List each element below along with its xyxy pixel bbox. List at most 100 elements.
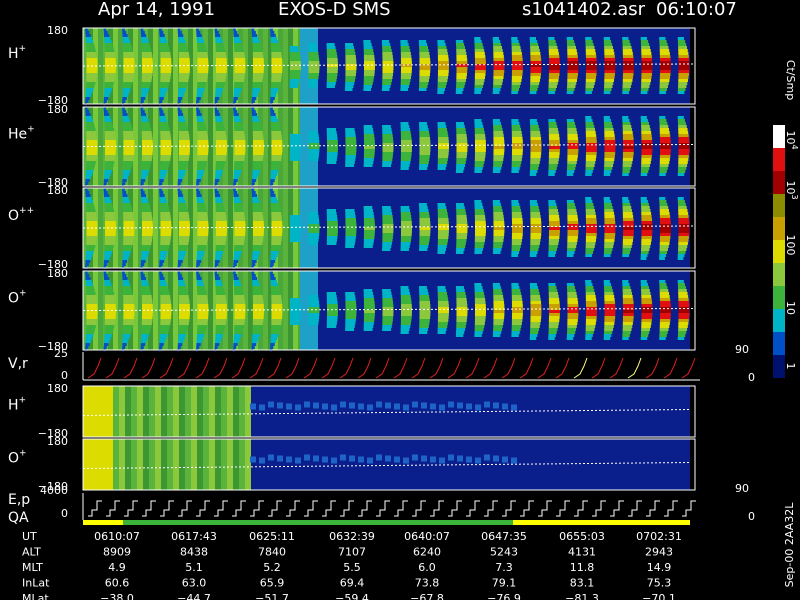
spectrogram-cell <box>474 122 483 125</box>
spectrogram-cell <box>85 113 91 116</box>
spectrogram-cell <box>511 331 520 334</box>
spectrogram-cell <box>640 286 649 289</box>
spectrogram-cell <box>197 236 208 239</box>
spectrogram-cell <box>252 167 261 170</box>
spectrogram-cell <box>197 85 206 88</box>
spectrogram-cell <box>640 203 649 206</box>
spectrogram-cell <box>604 64 616 67</box>
spectrogram-cell <box>86 298 97 301</box>
spectrogram-cell <box>155 439 161 490</box>
spectrogram-cell <box>215 167 224 170</box>
spectrogram-cell <box>363 310 375 313</box>
spectrogram-cell <box>400 134 412 137</box>
spectrogram-cell <box>474 152 486 155</box>
spectrogram-cell <box>104 254 112 257</box>
spectrogram-cell <box>641 301 653 304</box>
spectrogram-cell <box>196 107 199 110</box>
spectrogram-cell <box>160 149 172 152</box>
spectrogram-cell <box>141 242 152 245</box>
spectrogram-cell <box>252 310 264 313</box>
spectrogram-cell <box>641 67 653 70</box>
spectrogram-cell <box>430 403 436 410</box>
spectrogram-cell <box>326 307 338 310</box>
spectrogram-cell <box>659 245 669 248</box>
spectrogram-cell <box>268 188 273 268</box>
spectrogram-cell <box>511 128 522 131</box>
spectrogram-cell <box>502 403 508 410</box>
spectrogram-cell <box>122 337 130 340</box>
spectrogram-cell <box>85 91 93 94</box>
spectrogram-cell <box>215 310 227 313</box>
spectrogram-cell <box>234 209 244 212</box>
spectrogram-cell <box>437 155 449 158</box>
spectrogram-cell <box>308 307 320 310</box>
spectrogram-cell <box>622 313 634 316</box>
cell: −51.7 <box>255 592 289 600</box>
spectrogram-cell <box>197 158 208 161</box>
spectrogram-cell <box>215 209 225 212</box>
spectrogram-cell <box>421 455 427 462</box>
spectrogram-cell <box>215 94 221 97</box>
spectrogram-cell <box>548 239 559 242</box>
spectrogram-cell <box>159 277 165 280</box>
spectrogram-cell <box>234 331 243 334</box>
spectrogram-cell <box>160 140 172 143</box>
spectrogram-cell <box>585 301 597 304</box>
spectrogram-cell <box>659 218 671 221</box>
spectrogram-cell <box>567 236 578 239</box>
spectrogram-cell <box>233 119 241 122</box>
spectrogram-cell <box>585 161 596 164</box>
spectrogram-cell <box>104 134 116 137</box>
spectrogram-cell <box>419 224 431 227</box>
spectrogram-cell <box>585 91 592 94</box>
spectrogram-cell <box>511 161 522 164</box>
spectrogram-cell <box>308 224 320 227</box>
spectrogram-cell <box>178 325 189 328</box>
spectrogram-cell <box>159 191 164 194</box>
spectrogram-cell <box>419 239 430 242</box>
spectrogram-cell <box>214 31 219 34</box>
spectrogram-cell <box>567 67 579 70</box>
spectrogram-cell <box>641 140 653 143</box>
spectrogram-cell <box>159 280 166 283</box>
spectrogram-cell <box>567 58 579 61</box>
spectrogram-cell <box>493 73 504 76</box>
spectrogram-cell <box>345 301 357 304</box>
spectrogram-cell <box>363 233 375 236</box>
spectrogram-cell <box>419 64 431 67</box>
spectrogram-cell <box>233 34 239 37</box>
spectrogram-cell <box>345 149 357 152</box>
spectrogram-cell <box>286 403 292 410</box>
spectrogram-cell <box>622 85 631 88</box>
spectrogram-cell <box>159 34 165 37</box>
spectrogram-cell <box>641 298 652 301</box>
spectrogram-cell <box>363 43 372 46</box>
spectrogram-cell <box>566 40 575 43</box>
spectrogram-cell <box>678 313 690 316</box>
spectrogram-cell <box>456 149 468 152</box>
spectrogram-cell <box>659 155 671 158</box>
spectrogram-cell <box>567 215 578 218</box>
spectrogram-cell <box>437 242 448 245</box>
spectrogram-cell <box>271 73 282 76</box>
spectrogram-cell <box>141 94 147 97</box>
spectrogram-cell <box>326 218 338 221</box>
spectrogram-cell <box>196 122 205 125</box>
spectrogram-cell <box>178 337 185 340</box>
spectrogram-cell <box>492 37 500 40</box>
spectrogram-cell <box>196 271 199 274</box>
spectrogram-cell <box>400 70 412 73</box>
spectrogram-cell <box>178 248 187 251</box>
spectrogram-cell <box>493 164 503 167</box>
spectrogram-cell <box>178 254 186 257</box>
spectrogram-cell <box>419 212 430 215</box>
spectrogram-cell <box>456 82 466 85</box>
spectrogram-cell <box>140 274 145 277</box>
spectrogram-cell <box>418 40 427 43</box>
spectrogram-cell <box>271 52 282 55</box>
spectrogram-cell <box>678 52 689 55</box>
spectrogram-cell <box>585 215 597 218</box>
spectrogram-cell <box>131 439 137 490</box>
spectrogram-cell <box>511 149 523 152</box>
spectrogram-cell <box>271 67 283 70</box>
